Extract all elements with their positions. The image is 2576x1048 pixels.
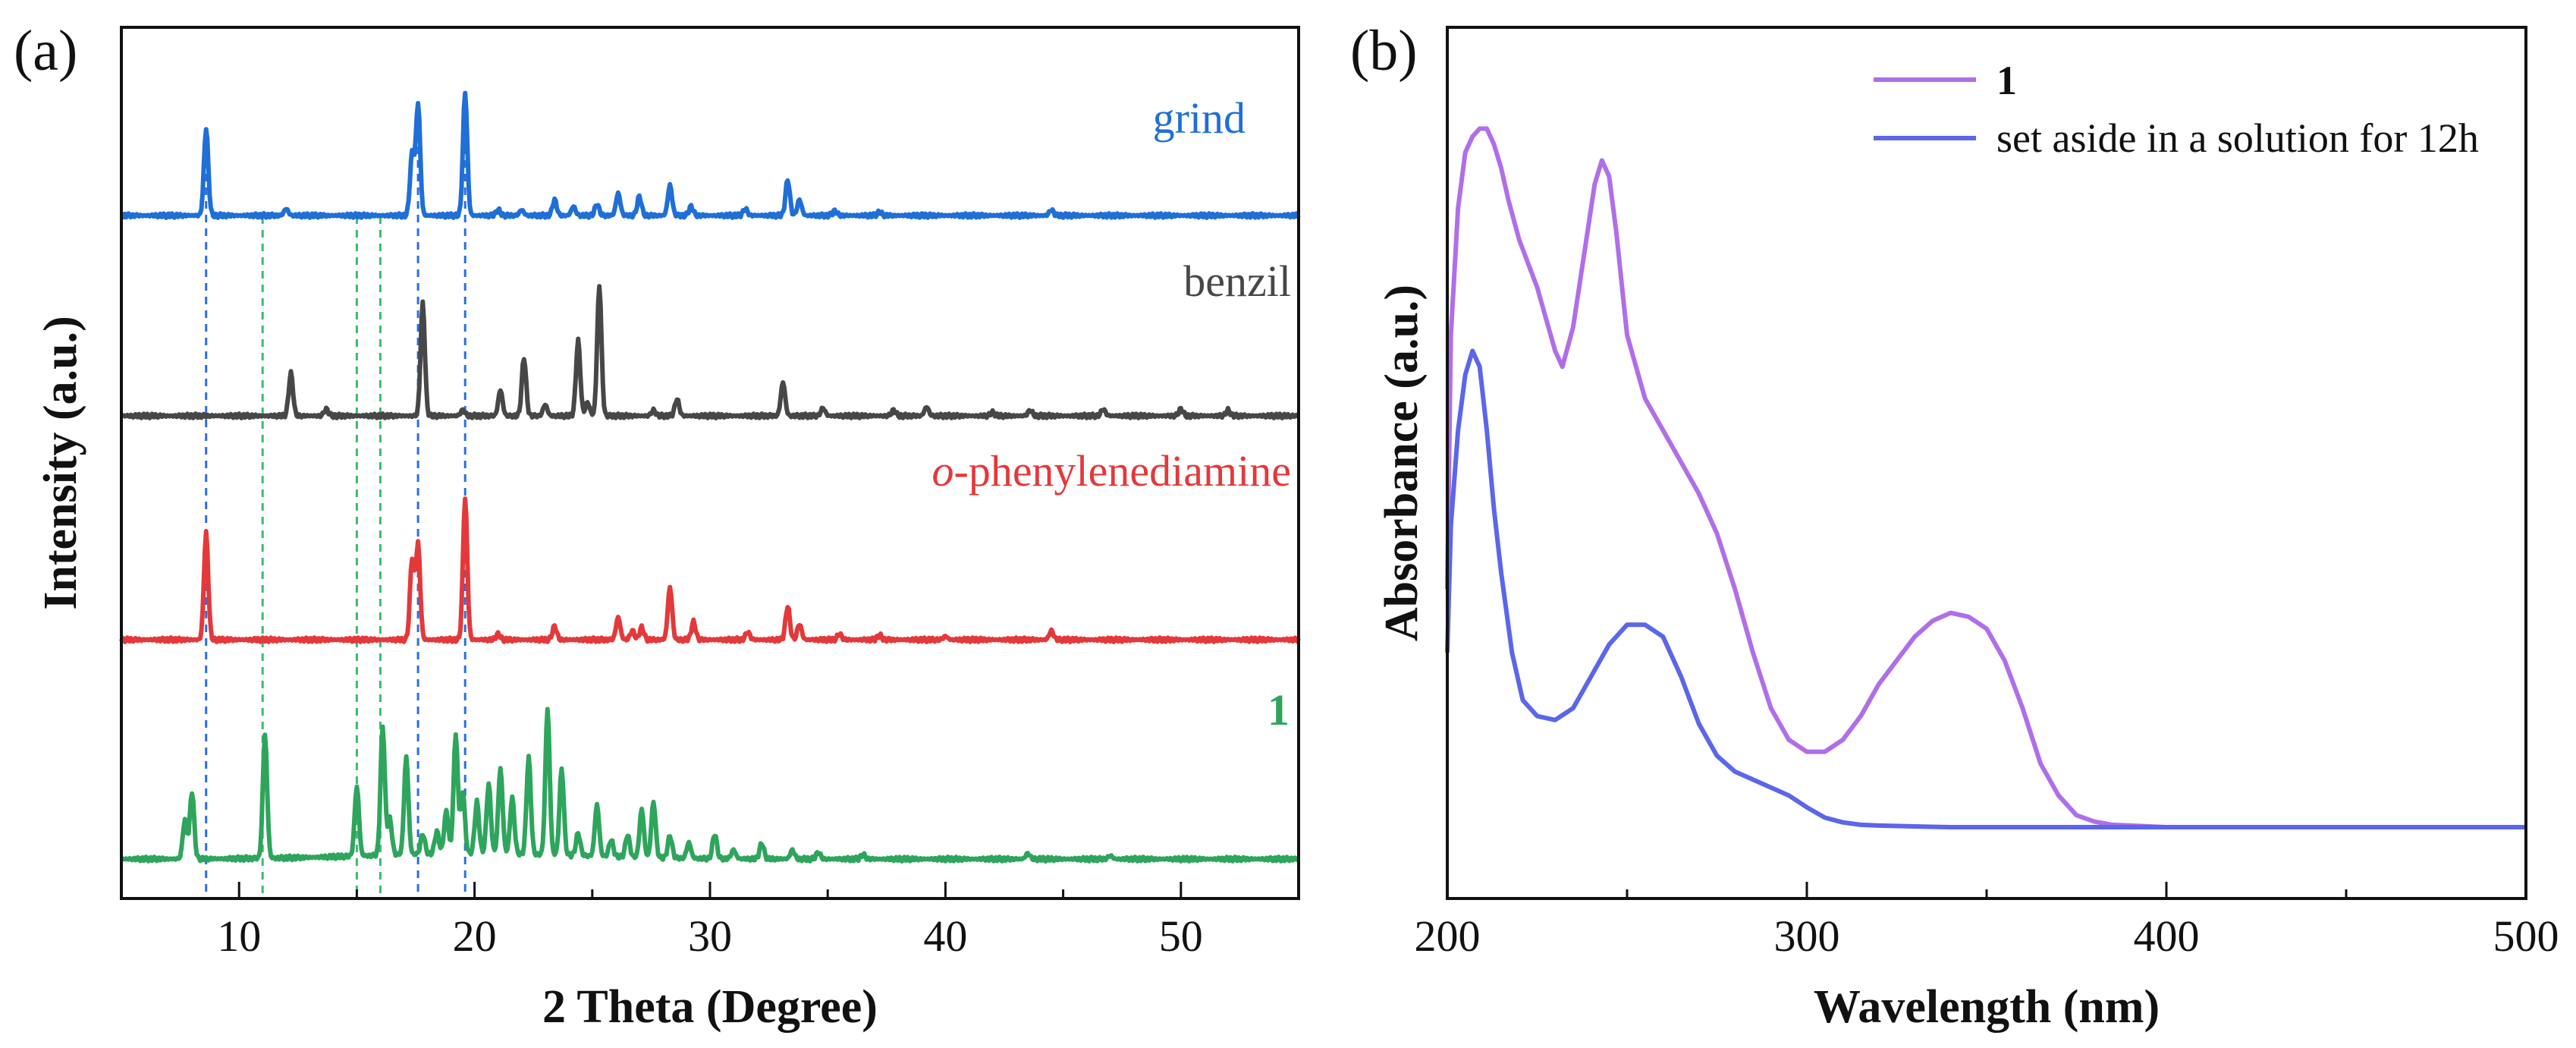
panel-b: (b) 200 300 400 500 1 set aside in a soluti… (1350, 19, 2559, 1033)
spectrum-s1 (1445, 126, 2526, 829)
x-tick-label: 200 (1415, 911, 1481, 961)
x-tick-label: 50 (1159, 911, 1203, 961)
x-tick-label: 400 (2134, 911, 2200, 961)
reference-lines (205, 133, 467, 899)
legend-label-2: set aside in a solution for 12h (1996, 115, 2479, 161)
x-tick-label: 10 (217, 911, 261, 961)
spectrum-s2 (1445, 348, 2526, 829)
legend: 1 set aside in a solution for 12h (1874, 58, 2479, 161)
trace-ophen (119, 496, 1301, 644)
trace-benzil (120, 284, 1300, 420)
trace-grind (119, 90, 1301, 220)
x-axis-ticks: 10 20 30 40 50 (120, 882, 1300, 961)
x-axis-title: 2 Theta (Degree) (542, 981, 878, 1033)
series-label-benzil: benzil (1183, 256, 1291, 306)
panel-a: (a) 10 20 30 40 50 grind benzil o-phenylened… (14, 19, 1301, 1033)
x-tick-label: 500 (2493, 911, 2559, 961)
x-tick-label: 300 (1774, 911, 1840, 961)
x-tick-label: 40 (923, 911, 967, 961)
x-axis-title: Wavelength (nm) (1814, 981, 2160, 1033)
series-label-italic: o (932, 446, 954, 496)
x-tick-label: 20 (453, 911, 497, 961)
y-axis-title: Absorbance (a.u.) (1376, 285, 1428, 641)
series-label-o-phenylenediamine: o-phenylenediamine (932, 446, 1292, 496)
series-label-grind: grind (1153, 93, 1246, 143)
panel-a-label: (a) (14, 19, 77, 83)
trace-one (120, 707, 1301, 864)
legend-label-1: 1 (1996, 58, 2017, 103)
x-axis-ticks: 200 300 400 500 (1415, 882, 2559, 961)
series-label-1: 1 (1268, 685, 1290, 735)
absorbance-traces (1445, 126, 2526, 829)
panel-b-label: (b) (1350, 19, 1418, 83)
y-axis-title: Intensity (a.u.) (35, 316, 86, 610)
series-label-rest: -phenylenediamine (954, 446, 1292, 496)
x-tick-label: 30 (688, 911, 732, 961)
pxrd-traces (119, 90, 1301, 864)
